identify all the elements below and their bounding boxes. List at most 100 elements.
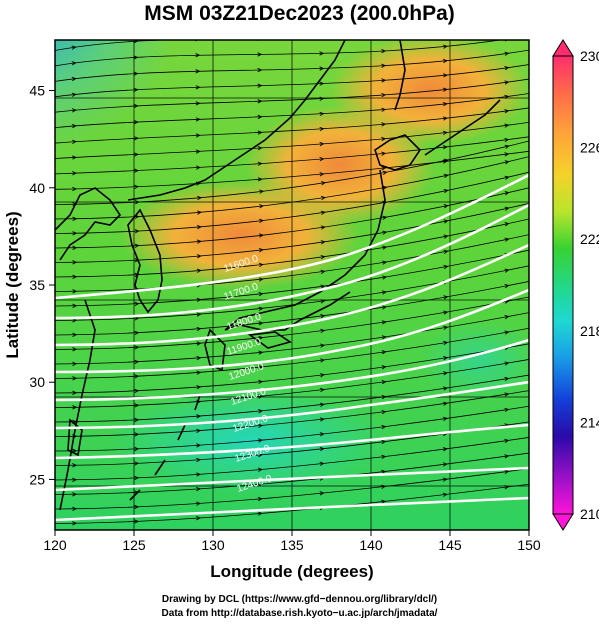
streamline-arrowhead: [504, 454, 510, 459]
streamline-arrowhead: [442, 87, 448, 92]
streamline-arrowhead: [72, 332, 78, 337]
streamline-arrowhead: [442, 477, 448, 482]
streamline-arrowhead: [382, 245, 388, 250]
streamline-arrowhead: [442, 130, 448, 136]
streamline-arrowhead: [381, 424, 387, 430]
streamline-arrowhead: [196, 239, 202, 244]
streamline-arrowhead: [320, 314, 326, 319]
streamline-arrowhead: [443, 371, 449, 376]
x-tick-label: 150: [517, 537, 541, 553]
streamline-arrowhead: [381, 48, 387, 54]
streamline: [55, 437, 529, 481]
streamline-arrowhead: [134, 432, 140, 437]
streamline-arrowhead: [195, 165, 201, 170]
streamline: [55, 468, 529, 510]
streamline-arrowhead: [381, 335, 387, 340]
streamline-arrowhead: [195, 181, 201, 186]
streamline-arrowhead: [72, 245, 78, 250]
streamline: [55, 107, 529, 144]
streamline-arrowhead: [134, 258, 140, 263]
streamline-arrowhead: [196, 268, 202, 273]
streamline-arrowhead: [72, 405, 78, 410]
streamline-arrowhead: [319, 446, 325, 452]
x-tick-label: 135: [280, 537, 304, 553]
streamline-arrowhead: [71, 123, 77, 129]
streamline-arrowhead: [319, 81, 325, 86]
streamline-arrowhead: [133, 55, 139, 60]
streamline-arrowhead: [381, 395, 387, 400]
streamline-arrowhead: [443, 264, 449, 270]
streamline-arrowhead: [258, 262, 264, 267]
streamline-arrowhead: [72, 274, 78, 279]
streamline-arrowhead: [319, 432, 325, 437]
streamline-arrowhead: [381, 107, 387, 112]
streamline-arrowhead: [382, 170, 388, 175]
streamline-arrowhead: [197, 210, 202, 215]
x-axis-ticks: 120 125 130 135 140 145 150: [43, 530, 541, 553]
streamline-arrowhead: [134, 417, 140, 423]
y-axis-ticks: 25 30 35 40 45: [29, 83, 55, 487]
streamline-arrowhead: [134, 388, 140, 394]
streamline-arrowhead: [134, 446, 140, 452]
streamline-arrowhead: [195, 69, 201, 74]
streamline-arrowhead: [504, 144, 510, 149]
streamline-arrowhead: [443, 325, 449, 330]
streamline-arrowhead: [134, 345, 140, 350]
streamline: [55, 452, 529, 495]
streamline-arrowhead: [72, 477, 78, 482]
streamline-arrowhead: [134, 200, 140, 205]
streamline-arrowhead: [504, 51, 510, 56]
streamline-arrowhead: [381, 380, 387, 385]
streamline-arrowhead: [72, 492, 78, 497]
x-tick-label: 120: [43, 537, 67, 553]
streamline-arrowhead: [71, 61, 77, 66]
streamline-arrowhead: [72, 376, 78, 381]
streamline-arrowhead: [134, 403, 140, 408]
streamline-arrowhead: [319, 491, 325, 496]
streamline-arrowhead: [443, 173, 449, 178]
streamline-arrowhead: [195, 85, 201, 90]
y-tick-label: 25: [29, 471, 45, 487]
streamline-arrowhead: [504, 80, 510, 85]
height-contours: [55, 173, 529, 522]
streamline-arrowhead: [257, 114, 263, 120]
streamline-arrowhead: [320, 195, 326, 201]
streamline-arrowhead: [133, 152, 139, 157]
colorbar-tick-label: 210: [580, 506, 599, 522]
streamline-arrowhead: [320, 240, 326, 245]
streamline-arrowhead: [134, 272, 140, 277]
streamline-arrowhead: [72, 231, 78, 236]
streamline-arrowhead: [195, 149, 201, 154]
streamline: [55, 202, 529, 263]
streamline-arrowhead: [258, 248, 264, 253]
streamline-arrowhead: [72, 139, 77, 144]
streamline-arrowhead: [504, 237, 510, 242]
streamline-arrowhead: [257, 467, 263, 472]
streamline-arrowhead: [72, 260, 78, 265]
streamline: [55, 390, 529, 437]
streamline-arrowhead: [196, 341, 202, 346]
streamline: [55, 483, 529, 524]
streamline-arrowhead: [72, 186, 78, 192]
streamline-arrowhead: [381, 499, 387, 504]
streamline-arrowhead: [319, 96, 325, 101]
streamline-arrowhead: [443, 188, 449, 194]
streamline-arrowhead: [195, 53, 201, 58]
streamline-arrowhead: [257, 99, 263, 104]
streamline: [55, 49, 529, 82]
streamline-arrowhead: [72, 448, 78, 453]
streamline-arrowhead: [257, 511, 263, 516]
streamline-arrowhead: [72, 434, 78, 439]
streamline-arrowhead: [134, 475, 140, 481]
streamline-arrowhead: [442, 401, 448, 406]
colorbar-tick-label: 214: [580, 414, 599, 430]
streamline-arrowhead: [134, 504, 140, 510]
streamline-arrowhead: [133, 87, 139, 92]
streamline-arrowhead: [133, 71, 139, 76]
streamline-arrowhead: [196, 370, 202, 375]
streamline-arrowhead: [381, 320, 387, 325]
streamline-arrowhead: [257, 21, 261, 24]
streamline: [55, 171, 529, 234]
streamline: [55, 187, 529, 249]
streamline-arrowhead: [443, 356, 449, 361]
